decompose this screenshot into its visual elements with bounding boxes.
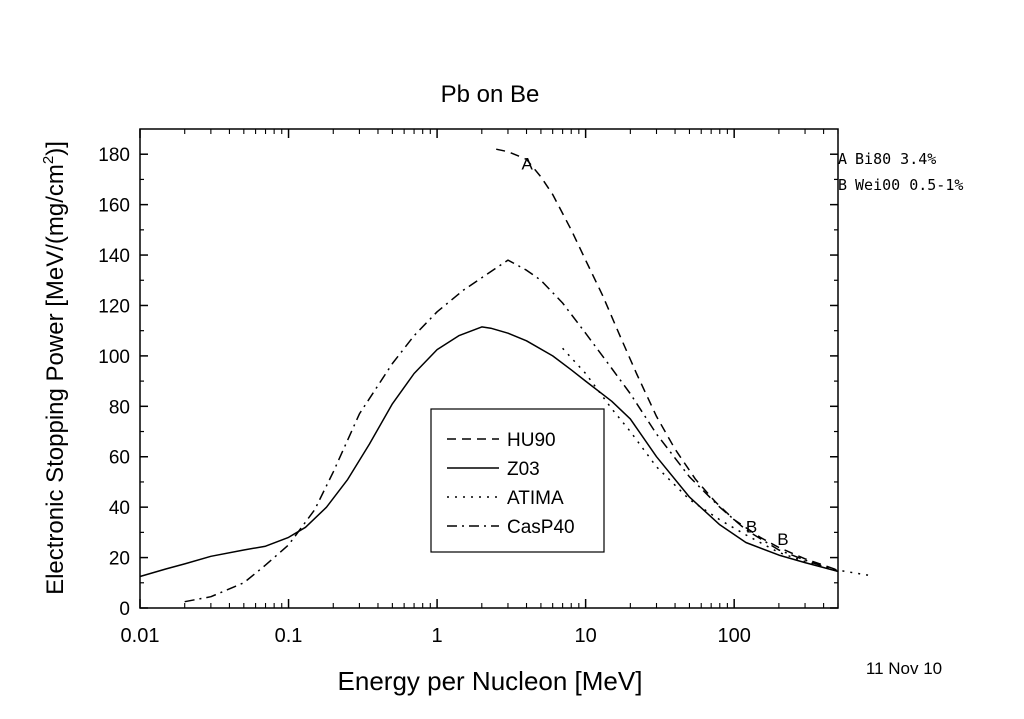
x-axis-label: Energy per Nucleon [MeV]	[338, 666, 643, 696]
series-line-hu90	[496, 148, 839, 571]
legend-label-hu90: HU90	[507, 430, 556, 451]
curve-label-b-1: B	[746, 517, 757, 536]
x-tick-label: 0.01	[121, 625, 160, 647]
y-tick-label: 140	[98, 246, 130, 267]
legend: HU90 Z03 ATIMA CasP40	[430, 408, 605, 553]
curve-label-a-0: A	[521, 154, 533, 173]
y-tick-label: 60	[109, 448, 130, 469]
date-stamp: 11 Nov 10	[866, 659, 942, 678]
side-note-b: B Wei00 0.5-1%	[838, 176, 963, 194]
y-axis: 0 20 40 60 80 100 120 140 160 180	[98, 145, 838, 620]
y-axis-label: Electronic Stopping Power [MeV/(mg/cm2)]	[40, 141, 69, 595]
series-line-atima	[562, 347, 869, 576]
legend-label-atima: ATIMA	[507, 488, 564, 509]
y-tick-label: 20	[109, 549, 130, 570]
x-tick-label: 0.1	[275, 625, 303, 647]
y-tick-label: 0	[119, 599, 130, 620]
point-labels: A B B	[521, 154, 788, 549]
y-tick-label: 80	[109, 397, 130, 418]
plot-frame	[139, 128, 839, 609]
x-tick-label: 10	[575, 625, 597, 647]
y-axis-label-tail: )]	[42, 141, 69, 156]
legend-label-casp40: CasP40	[507, 517, 575, 538]
y-axis-label-superscript: 2	[40, 156, 57, 164]
chart-title: Pb on Be	[441, 81, 540, 108]
series-layer	[139, 148, 869, 603]
side-note-b-text: Wei00 0.5-1%	[855, 176, 963, 194]
series-line-casp40	[184, 259, 839, 603]
side-notes: A Bi80 3.4% B Wei00 0.5-1%	[838, 150, 963, 194]
y-tick-label: 180	[98, 145, 130, 166]
y-axis-label-main: Electronic Stopping Power [MeV/(mg/cm	[42, 164, 69, 595]
side-note-a-marker: A	[838, 150, 847, 168]
y-tick-label: 160	[98, 196, 130, 217]
x-tick-label: 100	[717, 625, 750, 647]
side-note-a: A Bi80 3.4%	[838, 150, 936, 168]
curve-label-b-2: B	[777, 530, 788, 549]
legend-label-z03: Z03	[507, 459, 540, 480]
x-axis: 0.01 0.1 1 10 100	[121, 129, 839, 647]
side-note-a-text: Bi80 3.4%	[855, 150, 936, 168]
x-tick-label: 1	[432, 625, 443, 647]
series-line-z03	[139, 326, 839, 578]
y-tick-label: 40	[109, 498, 130, 519]
legend-box	[430, 408, 605, 553]
side-note-b-marker: B	[838, 176, 847, 194]
y-tick-label: 100	[98, 347, 130, 368]
plot-border	[139, 128, 839, 609]
y-tick-label: 120	[98, 296, 130, 317]
